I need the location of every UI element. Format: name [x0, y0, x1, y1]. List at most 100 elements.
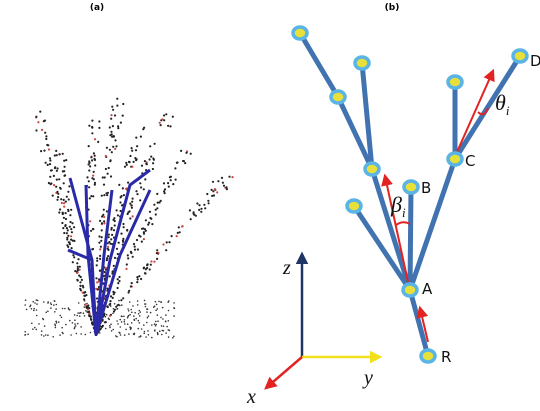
- cloud-point: [123, 226, 125, 228]
- cloud-point: [56, 304, 58, 306]
- cloud-point: [84, 306, 86, 308]
- cloud-point: [109, 303, 111, 305]
- cloud-point: [50, 169, 52, 171]
- cloud-point: [133, 161, 135, 163]
- cloud-point: [157, 314, 159, 316]
- cloud-point: [121, 321, 123, 323]
- cloud-point: [109, 160, 111, 162]
- cloud-point: [25, 299, 27, 301]
- cloud-point: [143, 267, 145, 269]
- cloud-point: [70, 334, 72, 336]
- cloud-point: [63, 217, 65, 219]
- cloud-point: [62, 153, 64, 155]
- cloud-point: [154, 143, 156, 145]
- cloud-point: [53, 184, 55, 186]
- cloud-point: [149, 268, 151, 270]
- cloud-point: [91, 120, 93, 122]
- cloud-point: [128, 310, 130, 312]
- cloud-point: [110, 131, 112, 133]
- cloud-point: [138, 313, 140, 315]
- cloud-point: [140, 336, 142, 338]
- cloud-point: [91, 159, 93, 161]
- cloud-point: [94, 164, 96, 166]
- cloud-point: [118, 242, 120, 244]
- cloud-point: [145, 306, 147, 308]
- cloud-point: [172, 116, 174, 118]
- cloud-point: [100, 246, 102, 248]
- cloud-point: [79, 312, 81, 314]
- cloud-point: [62, 308, 64, 310]
- cloud-point: [55, 150, 57, 152]
- cloud-point: [168, 310, 170, 312]
- cloud-point: [105, 328, 107, 330]
- cloud-point: [111, 106, 113, 108]
- cloud-point: [150, 312, 152, 314]
- cloud-point: [179, 231, 181, 233]
- cloud-point: [67, 191, 69, 193]
- cloud-point: [143, 333, 145, 335]
- cloud-point: [146, 308, 148, 310]
- cloud-point: [74, 323, 76, 325]
- cloud-point: [101, 236, 103, 238]
- cloud-point: [58, 211, 60, 213]
- cloud-point: [99, 258, 101, 260]
- cloud-point: [36, 315, 38, 317]
- cloud-point: [160, 301, 162, 303]
- cloud-point: [77, 312, 79, 314]
- cloud-point: [147, 263, 149, 265]
- cloud-point: [156, 304, 158, 306]
- cloud-point: [90, 230, 92, 232]
- cloud-point: [129, 203, 131, 205]
- cloud-point: [45, 162, 47, 164]
- cloud-point: [105, 155, 107, 157]
- cloud-point: [118, 300, 120, 302]
- cloud-point: [65, 324, 67, 326]
- cloud-point: [120, 334, 122, 336]
- cloud-point: [112, 146, 114, 148]
- cloud-point: [99, 332, 101, 334]
- cloud-point: [108, 167, 110, 169]
- cloud-point: [172, 183, 174, 185]
- cloud-point: [70, 228, 72, 230]
- cloud-point: [58, 178, 60, 180]
- cloud-point: [114, 309, 116, 311]
- cloud-point: [127, 182, 129, 184]
- cloud-point: [151, 324, 153, 326]
- edge: [455, 56, 520, 159]
- cloud-point: [135, 190, 137, 192]
- cloud-point: [59, 187, 61, 189]
- cloud-point: [146, 267, 148, 269]
- cloud-point: [127, 254, 129, 256]
- cloud-point: [203, 204, 205, 206]
- cloud-point: [63, 199, 65, 201]
- cloud-point: [95, 277, 97, 279]
- cloud-point: [47, 311, 49, 313]
- cloud-point: [85, 294, 87, 296]
- cloud-point: [49, 176, 51, 178]
- angle-label: θi: [495, 90, 510, 118]
- cloud-point: [148, 315, 150, 317]
- cloud-point: [92, 228, 94, 230]
- cloud-point: [65, 201, 67, 203]
- cloud-point: [137, 248, 139, 250]
- cloud-point: [113, 229, 115, 231]
- edge: [410, 159, 455, 290]
- cloud-point: [146, 163, 148, 165]
- cloud-point: [116, 320, 118, 322]
- cloud-point: [89, 315, 91, 317]
- cloud-point: [142, 128, 144, 130]
- cloud-point: [62, 227, 64, 229]
- cloud-point: [109, 126, 111, 128]
- cloud-point: [149, 211, 151, 213]
- cloud-point: [49, 159, 51, 161]
- cloud-point: [139, 322, 141, 324]
- cloud-point: [128, 315, 130, 317]
- cloud-point: [146, 322, 148, 324]
- node: [347, 200, 361, 212]
- cloud-point: [139, 235, 141, 237]
- cloud-point: [117, 127, 119, 129]
- cloud-point: [73, 226, 75, 228]
- cloud-point: [104, 176, 106, 178]
- cloud-point: [41, 330, 43, 332]
- cloud-point: [167, 301, 169, 303]
